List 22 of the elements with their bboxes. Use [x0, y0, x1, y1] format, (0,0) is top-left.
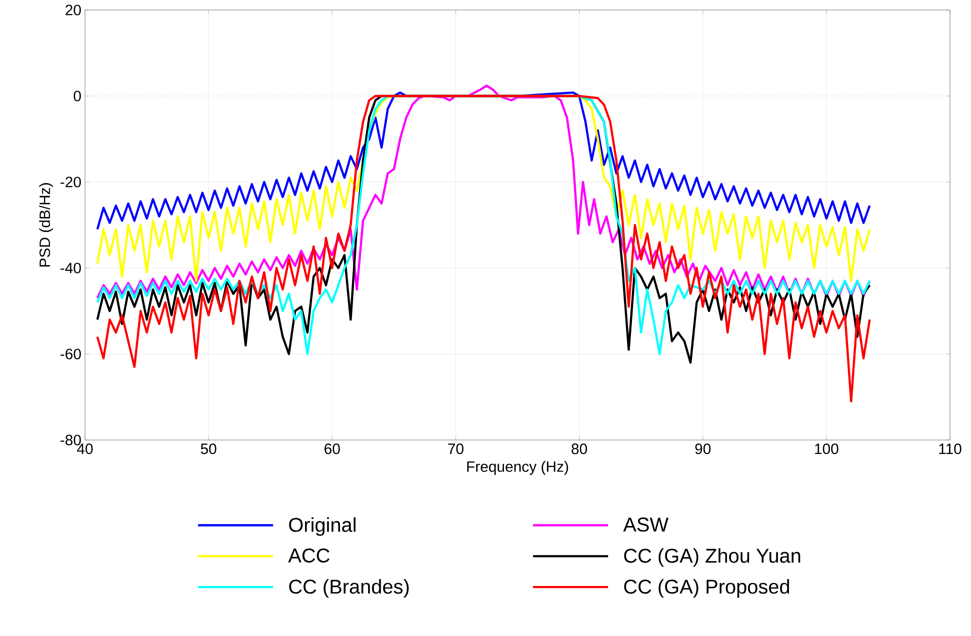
y-tick-label: -80	[60, 434, 81, 446]
x-tick-label: 110	[939, 444, 962, 454]
x-tick-label: 60	[324, 444, 340, 454]
x-axis-title: Frequency (Hz)	[467, 460, 568, 475]
x-tick-label: 40	[77, 444, 93, 454]
legend-label: CC (Brandes)	[289, 579, 409, 598]
x-tick-label: 100	[815, 444, 838, 454]
y-tick-label: 0	[74, 90, 81, 102]
legend-label: Original	[289, 517, 356, 536]
x-tick-label: 50	[200, 444, 216, 454]
x-tick-label: 80	[572, 444, 588, 454]
y-tick-label: -60	[60, 348, 81, 360]
legend-label: ACC	[288, 548, 330, 563]
legend-label: CC (GA) Zhou Yuan	[624, 548, 800, 567]
legend-label: ASW	[623, 518, 668, 532]
x-tick-label: 90	[695, 444, 711, 454]
y-axis-title: PSD (dB/Hz)	[39, 183, 54, 267]
y-tick-label: -20	[60, 176, 81, 188]
y-tick-label: 20	[66, 4, 81, 16]
legend-label: CC (GA) Proposed	[624, 579, 790, 598]
y-tick-label: -40	[60, 262, 81, 274]
x-tick-label: 70	[448, 444, 464, 454]
